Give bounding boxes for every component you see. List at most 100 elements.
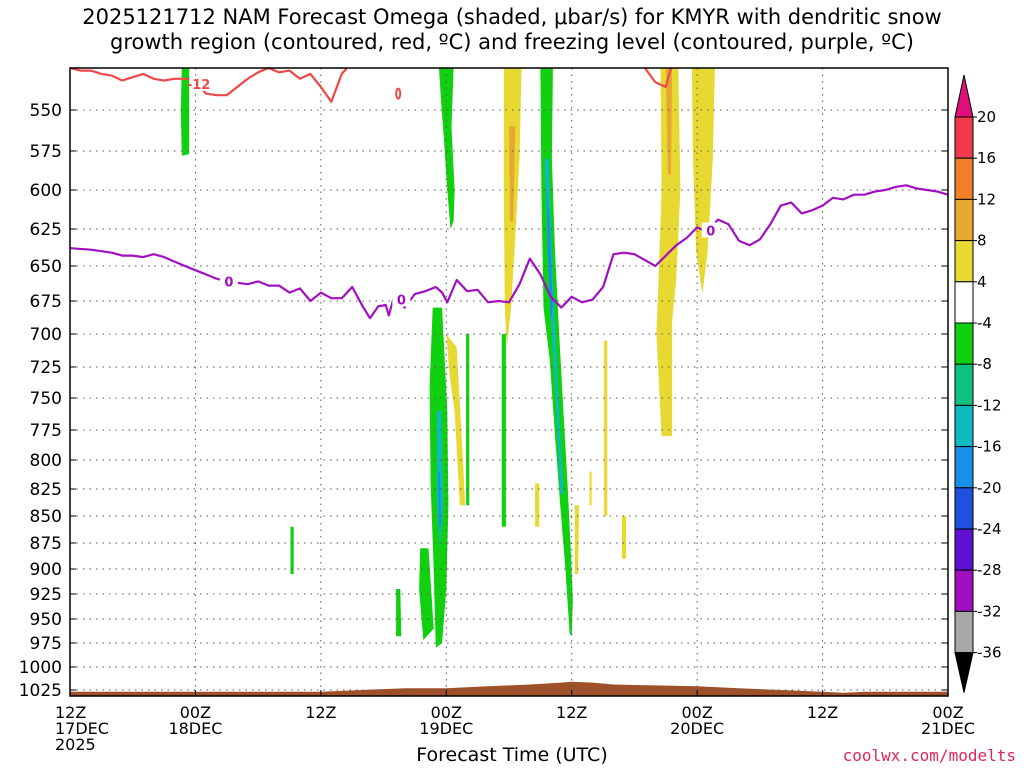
- colorbar: 20 16 12 8 4 -4 -8 -12 -16 -20 -24 -28 -32 -36: [954, 74, 1002, 693]
- y-tick-label-650: 650: [30, 257, 62, 277]
- omega-region-19: [604, 340, 608, 516]
- colorbar-label--24: -24: [977, 520, 1002, 538]
- omega-region-11: [396, 589, 402, 637]
- grid-lines: [70, 68, 948, 696]
- omega-region-9: [437, 471, 442, 527]
- plot-frame: [69, 67, 949, 697]
- x-tick-label-1-1: 18DEC: [168, 719, 222, 738]
- chart-title: 2025121712 NAM Forecast Omega (shaded, μ…: [0, 5, 1024, 55]
- chart-title-line1: 2025121712 NAM Forecast Omega (shaded, μ…: [82, 5, 942, 29]
- omega-region-13: [446, 334, 466, 506]
- freezing-label-1: 0: [224, 275, 233, 290]
- credit-link[interactable]: coolwx.com/modelts: [842, 746, 1016, 765]
- dgz-contour-minus12: [69, 66, 348, 103]
- x-tick-label-1-0: 00Z: [180, 703, 211, 722]
- y-tick-label-850: 850: [30, 507, 62, 527]
- colorbar-swatch-9: [954, 487, 974, 530]
- y-tick-label-600: 600: [30, 181, 62, 201]
- terrain-surface: [70, 681, 948, 696]
- y-tick-label-1025: 1025: [19, 681, 62, 701]
- colorbar-swatch-1: [954, 157, 974, 200]
- omega-region-20: [621, 516, 627, 559]
- colorbar-label-4: 4: [977, 273, 987, 291]
- x-axis-label: Forecast Time (UTC): [416, 744, 608, 766]
- x-tick-label-7-0: 00Z: [932, 703, 963, 722]
- colorbar-swatch-11: [954, 569, 974, 612]
- x-tick-label-0-1: 17DEC: [55, 719, 109, 738]
- x-tick-label-0-2: 2025: [55, 735, 96, 754]
- omega-shading: [180, 68, 715, 648]
- colorbar-label--32: -32: [977, 602, 1002, 620]
- colorbar-label-8: 8: [977, 232, 987, 250]
- colorbar-swatch-4: [954, 281, 974, 324]
- y-tick-label-675: 675: [30, 292, 62, 312]
- y-axis-ticks: 550 575 600 625 650 675 700 725 750 775 800 825 850 8…: [19, 101, 948, 701]
- colorbar-swatch-3: [954, 240, 974, 283]
- dgz-contour-label-bg: [189, 75, 208, 91]
- freezing-label-2-bg: [392, 291, 411, 307]
- omega-region-14: [466, 334, 470, 506]
- x-tick-label-4-0: 12Z: [556, 703, 587, 722]
- y-tick-label-900: 900: [30, 560, 62, 580]
- colorbar-swatch-7: [954, 404, 974, 448]
- freezing-label-2: 0: [397, 294, 406, 309]
- colorbar-label--8: -8: [977, 355, 992, 373]
- colorbar-label--16: -16: [977, 438, 1002, 456]
- y-tick-label-625: 625: [30, 220, 62, 240]
- colorbar-swatch-2: [954, 198, 974, 242]
- y-tick-label-750: 750: [30, 389, 62, 409]
- colorbar-label--20: -20: [977, 479, 1002, 497]
- omega-region-0: [180, 68, 190, 156]
- omega-region-6: [546, 190, 553, 321]
- y-tick-label-875: 875: [30, 534, 62, 554]
- freezing-label-3-bg: [701, 222, 720, 238]
- freezing-label-1-bg: [219, 273, 238, 289]
- colorbar-swatch-0: [954, 116, 974, 159]
- omega-region-16: [535, 483, 540, 527]
- y-tick-label-1000: 1000: [19, 658, 62, 678]
- x-tick-label-3-0: 00Z: [431, 703, 462, 722]
- x-tick-label-6-0: 12Z: [807, 703, 838, 722]
- x-tick-label-5-1: 20DEC: [670, 719, 724, 738]
- colorbar-label-12: 12: [977, 190, 996, 208]
- omega-region-17: [574, 505, 579, 574]
- freezing-level-contour: [69, 184, 949, 320]
- colorbar-label--28: -28: [977, 561, 1002, 579]
- colorbar-label--12: -12: [977, 396, 1002, 414]
- colorbar-label-20: 20: [977, 108, 996, 126]
- dgz-contour-minus12-b: [644, 67, 673, 89]
- omega-region-18: [589, 471, 592, 506]
- colorbar-bottom-arrow: [954, 652, 974, 693]
- x-tick-label-2-0: 12Z: [305, 703, 336, 722]
- x-tick-label-7-1: 21DEC: [921, 719, 975, 738]
- chart-title-line2: growth region (contoured, red, ºC) and f…: [110, 30, 914, 54]
- y-tick-label-775: 775: [30, 421, 62, 441]
- y-tick-label-825: 825: [30, 480, 62, 500]
- y-tick-label-700: 700: [30, 325, 62, 345]
- colorbar-swatch-5: [954, 322, 974, 365]
- dgz-contour-label: -12: [187, 78, 211, 93]
- colorbar-label--4: -4: [977, 314, 992, 332]
- y-tick-label-975: 975: [30, 634, 62, 654]
- dgz-contour-bubble: [395, 87, 402, 100]
- colorbar-label-16: 16: [977, 149, 996, 167]
- y-tick-label-550: 550: [30, 101, 62, 121]
- terrain-fill: [70, 681, 948, 696]
- omega-region-15: [501, 334, 506, 527]
- contour-lines: -12 0 0 0: [69, 66, 949, 320]
- colorbar-top-arrow: [954, 74, 974, 118]
- y-tick-label-725: 725: [30, 358, 62, 378]
- omega-region-10: [419, 548, 434, 641]
- x-tick-label-0-0: 12Z: [55, 703, 86, 722]
- y-tick-label-800: 800: [30, 451, 62, 471]
- omega-region-3: [509, 126, 516, 222]
- omega-region-23: [691, 68, 715, 294]
- x-tick-label-5-0: 00Z: [681, 703, 712, 722]
- colorbar-swatch-6: [954, 363, 974, 406]
- omega-region-4: [540, 68, 573, 637]
- colorbar-swatch-10: [954, 528, 974, 571]
- omega-region-22: [665, 68, 673, 175]
- y-tick-label-950: 950: [30, 610, 62, 630]
